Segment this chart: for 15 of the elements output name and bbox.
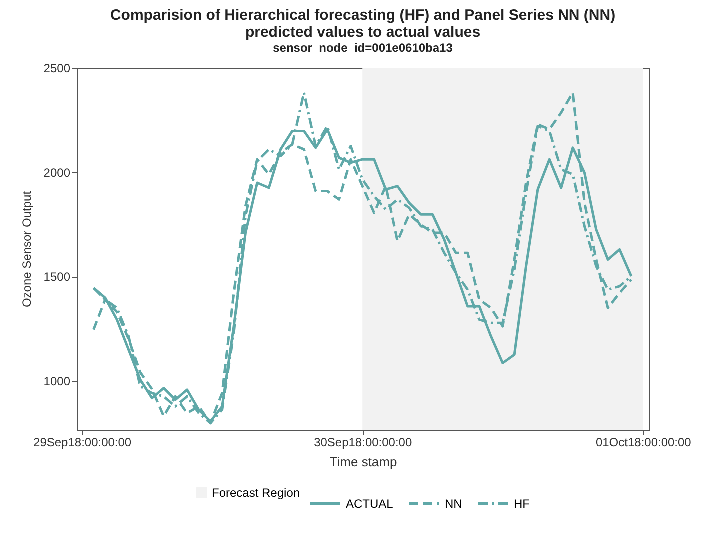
legend-label: NN (445, 496, 462, 511)
x-tick-label: 29Sep18:00:00:00 (34, 436, 132, 450)
y-tick-label: 1500 (44, 270, 71, 284)
y-tick-label: 1000 (44, 374, 71, 388)
y-tick-label: 2500 (44, 62, 71, 76)
x-tick-label: 30Sep18:00:00:00 (314, 436, 412, 450)
y-tick-label: 2000 (44, 166, 71, 180)
legend-label: ACTUAL (346, 496, 394, 511)
legend-label: Forecast Region (212, 486, 300, 500)
y-axis-title: Ozone Sensor Output (20, 190, 34, 308)
x-axis-title: Time stamp (330, 454, 398, 470)
x-tick-label: 01Oct18:00:00:00 (596, 436, 692, 450)
chart-subtitle: sensor_node_id=001e0610ba13 (273, 41, 454, 55)
chart-title: Comparision of Hierarchical forecasting (HF) and Panel Series NN (NN) predicted values to actual values (110, 7, 616, 41)
legend-label: HF (514, 496, 530, 511)
